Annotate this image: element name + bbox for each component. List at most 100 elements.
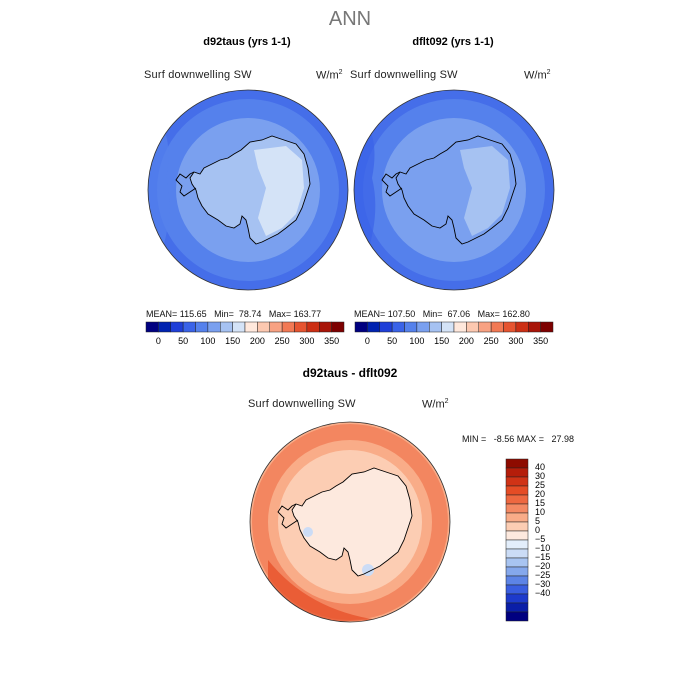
colorbar-box (391, 321, 405, 333)
panel-2-title: dflt092 (yrs 1-1) (412, 36, 494, 48)
colorbar-tick-label: 300 (299, 336, 315, 346)
colorbar-tick-label: 350 (533, 336, 549, 346)
colorbar-tick-label: 250 (483, 336, 499, 346)
colorbar-box (367, 321, 380, 333)
ocean-low-region (354, 108, 376, 290)
colorbar-box (505, 566, 529, 577)
colorbar-box (195, 321, 209, 333)
colorbar-tick-label: 150 (434, 336, 450, 346)
colorbar-box (505, 611, 529, 622)
colorbar-box (257, 321, 270, 333)
map-fill-group (354, 90, 554, 290)
colorbar-tick-label: 250 (274, 336, 290, 346)
colorbar-box (505, 593, 529, 604)
coastline (189, 135, 311, 245)
colorbar-box (505, 575, 529, 586)
colorbar-box (528, 321, 541, 333)
colorbar-box (441, 321, 455, 333)
colorbar-box (490, 321, 504, 333)
colorbar-box (505, 512, 529, 523)
map-boundary (249, 421, 451, 623)
colorbar-box (505, 521, 529, 532)
colorbar-tick-label: 300 (508, 336, 524, 346)
panel-2-colorbar (354, 321, 554, 333)
colorbar-box (145, 321, 159, 333)
panel-1-stats: MEAN= 115.65 Min= 78.74 Max= 163.77 (146, 309, 322, 319)
panel-1-variable-label: Surf downwelling SW (144, 69, 252, 81)
difference-variable-label: Surf downwelling SW (248, 398, 356, 410)
colorbar-tick-label: −30 (535, 579, 551, 589)
colorbar-tick-label: 20 (535, 489, 546, 499)
map-fill-group (250, 422, 450, 622)
ocean-low-region (148, 108, 170, 290)
colorbar-tick-label: 50 (178, 336, 189, 346)
peninsula-coastline (381, 171, 403, 197)
panel-1-polar-map (147, 89, 349, 291)
colorbar-tick-label: 5 (535, 516, 541, 526)
difference-polar-map (249, 421, 451, 623)
colorbar-box (269, 321, 283, 333)
colorbar-box (429, 321, 442, 333)
colorbar-tick-label: 200 (249, 336, 265, 346)
colorbar-box (232, 321, 246, 333)
outer-band (252, 424, 448, 620)
panel-1-colorbar (145, 321, 345, 333)
colorbar-tick-label: −10 (535, 543, 551, 553)
colorbar-box (505, 602, 529, 613)
colorbar-box (505, 503, 529, 514)
map-fill-group (148, 90, 348, 290)
colorbar-tick-label: 0 (155, 336, 161, 346)
colorbar-box (404, 321, 418, 333)
panel-2-stats: MEAN= 107.50 Min= 67.06 Max= 162.80 (354, 309, 530, 319)
interior-high-region (460, 146, 510, 236)
colorbar-box (294, 321, 308, 333)
colorbar-box (515, 321, 529, 333)
panel-2-polar-map (353, 89, 555, 291)
colorbar-tick-label: 15 (535, 498, 546, 508)
colorbar-tick-label: 10 (535, 507, 546, 517)
colorbar-box (182, 321, 196, 333)
colorbar-tick-label: −15 (535, 552, 551, 562)
colorbar-box (416, 321, 430, 333)
colorbar-box (281, 321, 295, 333)
coastline (291, 467, 413, 577)
colorbar-tick-label: −20 (535, 561, 551, 571)
map-boundary (147, 89, 349, 291)
peninsula-coastline (277, 503, 299, 529)
colorbar-box (158, 321, 171, 333)
colorbar-box (540, 321, 554, 333)
colorbar-box (244, 321, 258, 333)
colorbar-tick-label: 200 (458, 336, 474, 346)
colorbar-box (505, 458, 529, 469)
colorbar-box (466, 321, 479, 333)
peninsula-coastline (175, 171, 197, 197)
panel-1-units-label: W/m2 (316, 69, 343, 82)
colorbar-box (306, 321, 320, 333)
colorbar-tick-label: −40 (535, 588, 551, 598)
difference-stats: MIN = -8.56 MAX = 27.98 (462, 434, 575, 444)
colorbar-box (505, 584, 529, 595)
colorbar-box (170, 321, 184, 333)
panel-1-title: d92taus (yrs 1-1) (203, 36, 291, 48)
panel-2-units-label: W/m2 (524, 69, 551, 82)
colorbar-box (319, 321, 332, 333)
colorbar-box (505, 485, 529, 496)
colorbar-box (505, 548, 529, 559)
colorbar-tick-label: 0 (535, 525, 541, 535)
colorbar-tick-label: −25 (535, 570, 551, 580)
ice-sheet-fill (292, 468, 412, 576)
colorbar-box (207, 321, 221, 333)
colorbar-box (505, 467, 529, 478)
colorbar-tick-label: 40 (535, 462, 546, 472)
colorbar-box (220, 321, 233, 333)
difference-colorbar (505, 458, 529, 622)
panel-2-variable-label: Surf downwelling SW (350, 69, 458, 81)
colorbar-tick-label: 100 (200, 336, 216, 346)
colorbar-tick-label: 25 (535, 480, 546, 490)
colorbar-box (503, 321, 517, 333)
difference-units-label: W/m2 (422, 398, 449, 411)
colorbar-box (379, 321, 393, 333)
colorbar-box (505, 476, 529, 487)
colorbar-box (331, 321, 345, 333)
colorbar-box (505, 530, 529, 541)
